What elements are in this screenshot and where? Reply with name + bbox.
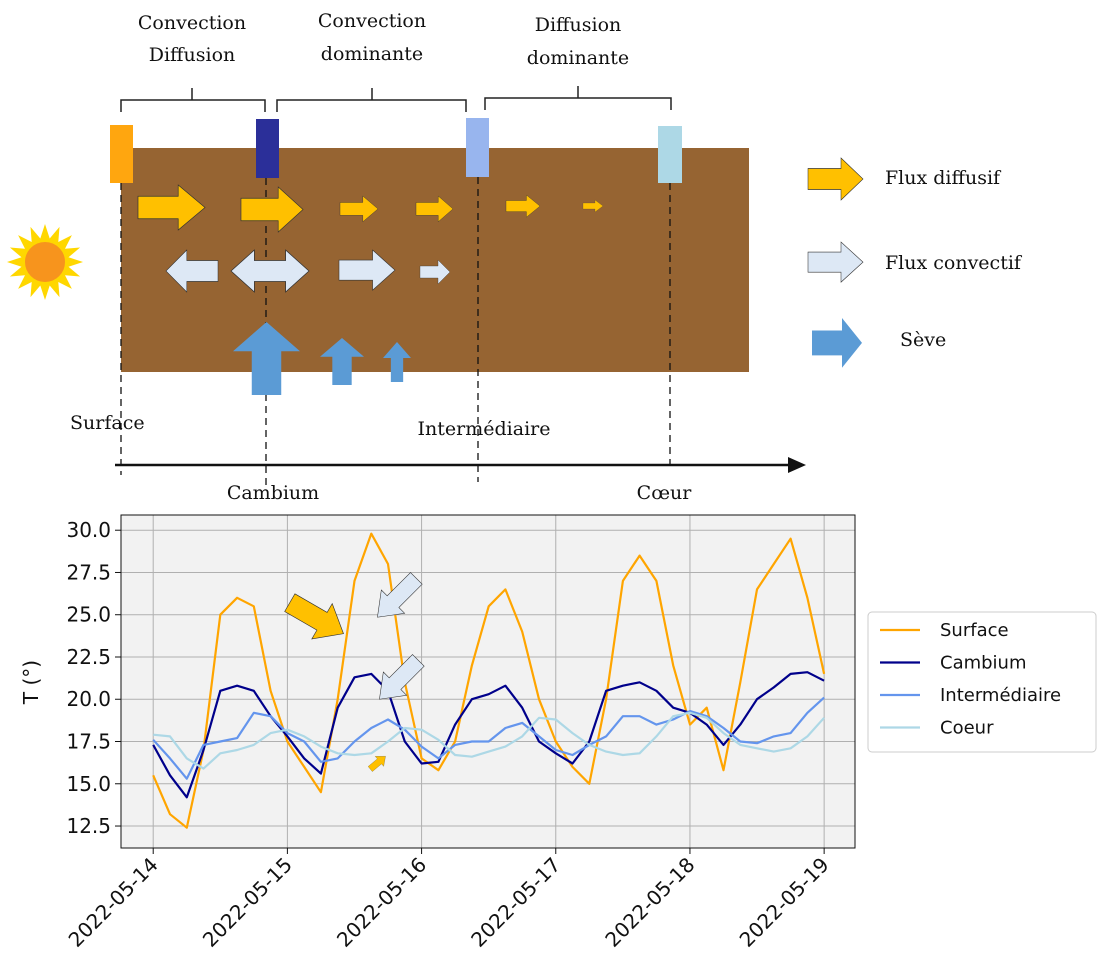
position-label: Intermédiaire [418, 418, 551, 440]
y-axis-label: T (°) [19, 660, 43, 705]
plot-frame [120, 514, 856, 849]
y-tick-label: 20.0 [66, 687, 111, 711]
legend-label: Sève [900, 329, 946, 351]
zone-label: Convection [138, 12, 246, 34]
series-line [152, 532, 826, 829]
plot-area [121, 515, 855, 848]
legend-label: Flux convectif [885, 252, 1023, 274]
position-label: Cœur [637, 482, 693, 504]
legend-label: Flux diffusif [885, 167, 1002, 189]
sensor [658, 126, 682, 183]
x-tick-label: 2022-05-16 [332, 853, 431, 952]
y-tick-label: 30.0 [66, 518, 111, 542]
legend-label: Coeur [940, 718, 994, 739]
series-line [152, 696, 825, 780]
x-tick-label: 2022-05-18 [600, 853, 699, 952]
y-tick-label: 12.5 [66, 814, 111, 838]
y-tick-label: 15.0 [66, 772, 111, 796]
brace [484, 86, 672, 110]
legend-box [867, 611, 1097, 753]
legend-symbol [807, 157, 864, 201]
legend-symbol [812, 318, 862, 368]
diagram: Convection Diffusion Convection dominant… [7, 10, 1023, 504]
sensor [466, 118, 489, 177]
y-tick-label: 27.5 [66, 560, 111, 584]
series-line [153, 711, 825, 770]
legend-label: Surface [940, 620, 1009, 641]
x-tick-label: 2022-05-19 [735, 853, 834, 952]
sun-core [23, 240, 67, 284]
sensor [256, 119, 279, 178]
position-label: Surface [70, 412, 145, 434]
zone-label: Convection [318, 10, 426, 32]
zone-label: dominante [527, 47, 629, 69]
sensor [110, 125, 133, 183]
wood [121, 148, 749, 372]
brace [276, 88, 467, 112]
x-tick-label: 2022-05-15 [198, 853, 297, 952]
zone-label: Diffusion [535, 14, 622, 36]
y-tick-label: 25.0 [66, 603, 111, 627]
x-tick-label: 2022-05-17 [466, 853, 565, 952]
x-tick-label: 2022-05-14 [64, 853, 163, 952]
legend-label: Intermédiaire [940, 685, 1061, 706]
zone-label: Diffusion [149, 44, 236, 66]
position-label: Cambium [227, 482, 319, 504]
y-tick-label: 17.5 [66, 730, 111, 754]
series-line [152, 671, 825, 799]
chart: 12.5 15.0 17.5 20.0 22.5 25.0 27.5 30.0 2022-05-… [19, 514, 1097, 952]
legend-symbol [807, 241, 864, 283]
zone-label: dominante [321, 43, 423, 65]
brace [120, 88, 266, 112]
sun [7, 224, 83, 300]
legend-label: Cambium [940, 653, 1027, 674]
y-tick-label: 22.5 [66, 645, 111, 669]
axis-head [788, 457, 806, 473]
